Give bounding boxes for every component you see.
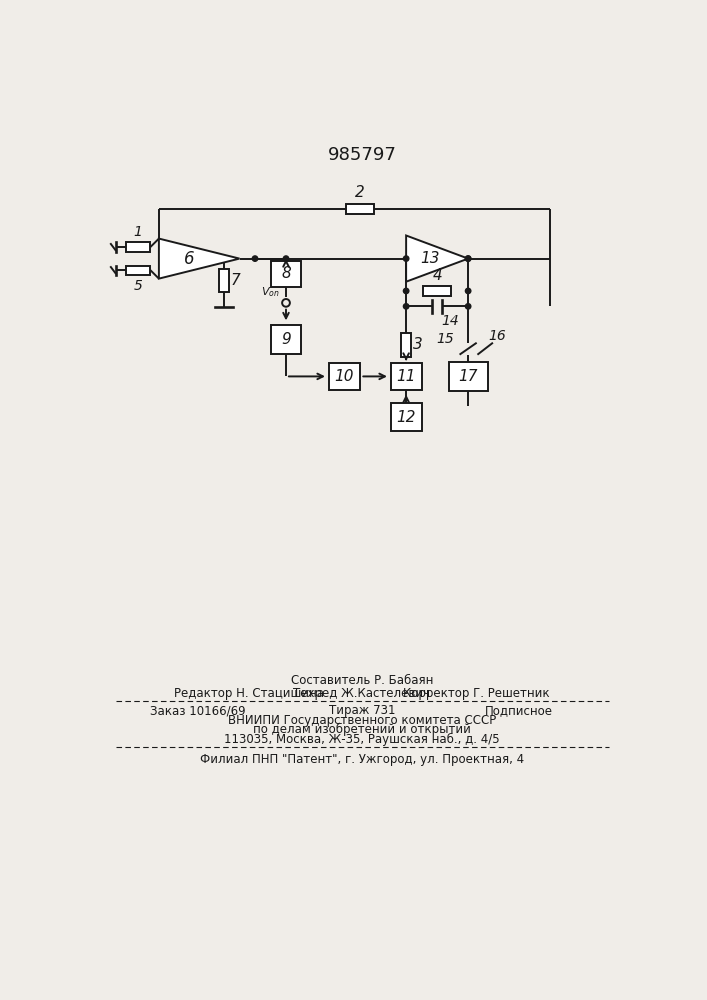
Text: 14: 14 xyxy=(441,314,459,328)
Text: по делам изобретений и открытий: по делам изобретений и открытий xyxy=(253,723,471,736)
Text: 1: 1 xyxy=(134,225,142,239)
Text: 15: 15 xyxy=(436,332,454,346)
Circle shape xyxy=(465,256,471,261)
Circle shape xyxy=(284,256,288,261)
Text: Подписное: Подписное xyxy=(486,704,554,717)
Text: 11: 11 xyxy=(397,369,416,384)
Bar xyxy=(271,261,300,287)
Bar xyxy=(126,266,151,275)
Bar xyxy=(271,325,300,354)
Circle shape xyxy=(465,256,471,261)
Circle shape xyxy=(465,304,471,309)
Text: 9: 9 xyxy=(281,332,291,347)
Text: 5: 5 xyxy=(134,279,142,293)
Text: Корректор Г. Решетник: Корректор Г. Решетник xyxy=(403,687,549,700)
Text: Редактор Н. Стацишина: Редактор Н. Стацишина xyxy=(174,687,324,700)
Bar xyxy=(391,363,421,390)
Text: 17: 17 xyxy=(458,369,478,384)
Text: 985797: 985797 xyxy=(327,146,397,164)
Bar xyxy=(423,286,451,296)
Text: 10: 10 xyxy=(334,369,354,384)
Text: Заказ 10166/69: Заказ 10166/69 xyxy=(151,704,246,717)
Circle shape xyxy=(404,256,409,261)
Text: 6: 6 xyxy=(185,250,195,268)
Text: Тираж 731: Тираж 731 xyxy=(329,704,395,717)
Circle shape xyxy=(465,288,471,294)
Text: 2: 2 xyxy=(355,185,365,200)
Text: 16: 16 xyxy=(489,329,506,343)
Text: $V_{on}$: $V_{on}$ xyxy=(261,285,280,299)
Circle shape xyxy=(252,256,258,261)
Circle shape xyxy=(404,304,409,309)
Bar xyxy=(126,242,151,252)
Text: ВНИИПИ Государственного комитета СССР: ВНИИПИ Государственного комитета СССР xyxy=(228,714,496,727)
Text: Филиал ПНП "Патент", г. Ужгород, ул. Проектная, 4: Филиал ПНП "Патент", г. Ужгород, ул. Про… xyxy=(200,753,524,766)
Bar xyxy=(391,403,421,431)
Bar xyxy=(219,269,228,292)
Bar xyxy=(449,362,488,391)
Text: 13: 13 xyxy=(420,251,440,266)
Circle shape xyxy=(404,288,409,294)
Bar xyxy=(346,204,373,214)
Bar xyxy=(402,333,411,357)
Text: 12: 12 xyxy=(397,410,416,425)
Text: 7: 7 xyxy=(231,273,240,288)
Text: 4: 4 xyxy=(432,268,442,283)
Text: 8: 8 xyxy=(281,266,291,282)
Bar xyxy=(329,363,360,390)
Text: 3: 3 xyxy=(413,337,423,352)
Polygon shape xyxy=(159,239,240,279)
Polygon shape xyxy=(406,235,468,282)
Text: 113035, Москва, Ж-35, Раушская наб., д. 4/5: 113035, Москва, Ж-35, Раушская наб., д. … xyxy=(224,733,500,746)
Text: Техред Ж.Кастелевич: Техред Ж.Кастелевич xyxy=(293,687,431,700)
Text: Составитель Р. Бабаян: Составитель Р. Бабаян xyxy=(291,674,433,687)
